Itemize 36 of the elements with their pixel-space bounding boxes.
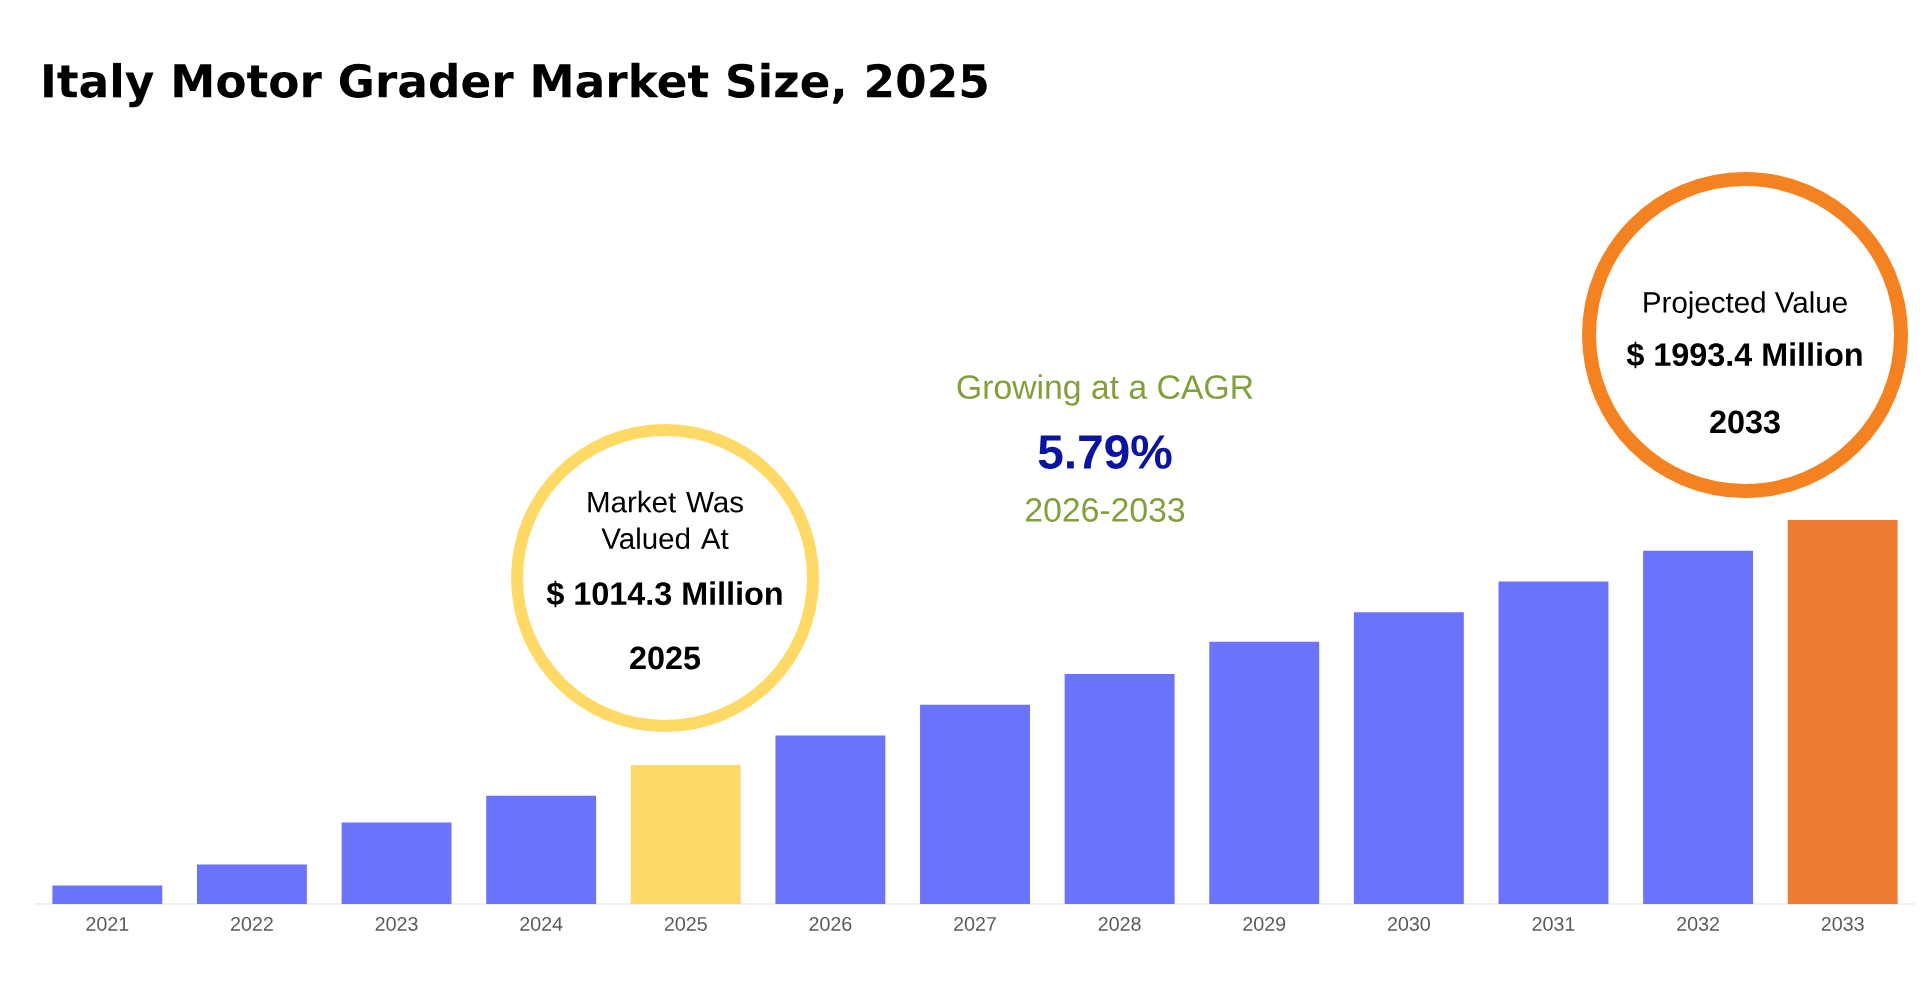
bar [1353, 612, 1464, 904]
x-tick-label: 2022 [231, 916, 273, 931]
bar [341, 822, 452, 904]
bar [486, 795, 597, 904]
bar [196, 864, 307, 904]
annotation: 2025 [630, 646, 701, 670]
x-tick-label: 2032 [1677, 916, 1719, 931]
annotation: 2026-2033 [1026, 498, 1185, 522]
text: 5.79% [1038, 435, 1172, 469]
bar [1209, 641, 1320, 904]
text: $ 1993.4 Million [1626, 341, 1862, 369]
bar [1643, 550, 1754, 904]
x-tick-label: 2031 [1532, 916, 1575, 931]
x-tick-label: 2021 [86, 916, 129, 931]
x-tick-label: 2025 [664, 916, 707, 931]
annotation: Market Was Valued At [588, 490, 743, 550]
x-tick-label: 2027 [954, 916, 996, 931]
x-tick-label: 2024 [520, 916, 563, 931]
text: Growing at a CAGR [957, 374, 1253, 406]
x-tick-label: 2026 [809, 916, 852, 931]
text: 2033 [1710, 410, 1780, 434]
x-tick-label: 2033 [1821, 916, 1864, 931]
bar [1064, 673, 1175, 904]
x-tick-label: 2023 [375, 916, 418, 931]
bar [52, 885, 163, 904]
bar [1787, 519, 1898, 904]
x-tick-label: 2029 [1243, 916, 1286, 931]
bar [775, 735, 886, 904]
annotation: $ 1014.3 Million [546, 580, 782, 608]
chart-title: Italy Motor Grader Market Size, 2025 [44, 62, 987, 108]
bar [920, 704, 1030, 904]
bar [630, 764, 741, 904]
text: Projected Value [1644, 291, 1847, 319]
bar [1498, 581, 1609, 904]
x-tick-label: 2028 [1098, 916, 1141, 931]
x-tick-label: 2030 [1387, 916, 1430, 931]
